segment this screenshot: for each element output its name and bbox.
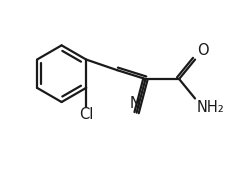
Text: Cl: Cl: [79, 107, 93, 122]
Text: O: O: [196, 43, 207, 58]
Text: NH₂: NH₂: [196, 100, 224, 115]
Text: N: N: [129, 96, 140, 111]
